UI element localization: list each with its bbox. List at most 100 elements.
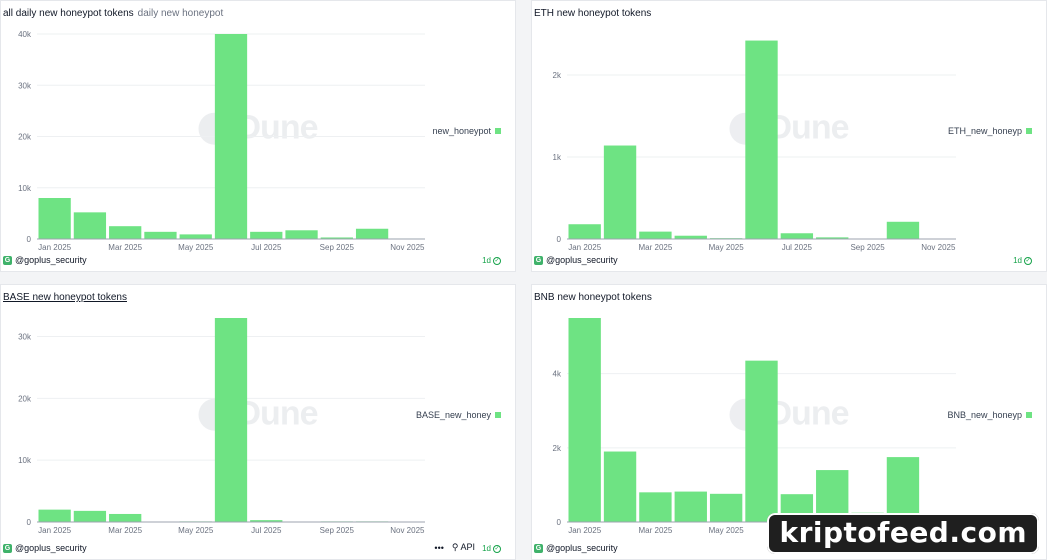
chart-title-text: ETH new honeypot tokens xyxy=(534,8,652,19)
bar[interactable] xyxy=(745,40,778,240)
bar[interactable] xyxy=(250,231,283,239)
check-circle-icon: ✓ xyxy=(493,544,501,553)
bar[interactable] xyxy=(674,491,707,522)
bar[interactable] xyxy=(109,513,142,522)
x-tick-label: Jan 2025 xyxy=(568,526,601,535)
y-tick-label: 10k xyxy=(18,184,32,193)
x-tick-label: Jul 2025 xyxy=(251,526,282,535)
chart-subtitle: daily new honeypot xyxy=(137,8,224,19)
bar[interactable] xyxy=(73,510,107,522)
legend-label: new_honeypot xyxy=(432,126,491,136)
y-tick-label: 4k xyxy=(553,370,562,379)
freshness-badge[interactable]: 1d✓ xyxy=(482,256,501,265)
author-name: @goplus_security xyxy=(15,255,87,265)
freshness-label: 1d xyxy=(1013,256,1022,265)
bar[interactable] xyxy=(285,230,318,239)
bar-chart: 0 1k 2k Jan 2025 Mar 2025 May 2025 Jul 2025 Sep… xyxy=(553,40,956,252)
bar[interactable] xyxy=(816,237,849,239)
freshness-label: 1d xyxy=(482,256,491,265)
bar[interactable] xyxy=(179,234,212,239)
bar[interactable] xyxy=(780,233,814,239)
bar[interactable] xyxy=(674,235,707,239)
bar[interactable] xyxy=(320,237,353,239)
bar[interactable] xyxy=(568,224,601,239)
author-link[interactable]: G @goplus_security xyxy=(534,255,618,265)
y-tick-label: 30k xyxy=(18,333,32,342)
bar-chart: 0 10k 20k 30k 40k Jan 2025 Mar 2025 May 2025 Jul… xyxy=(18,30,425,252)
chart-title[interactable]: ETH new honeypot tokens xyxy=(534,8,651,19)
chart-title[interactable]: all daily new honeypot tokens daily new h… xyxy=(3,8,223,19)
author-name: @goplus_security xyxy=(546,543,618,553)
bar[interactable] xyxy=(144,231,177,239)
bar[interactable] xyxy=(639,492,672,522)
chart-legend[interactable]: BASE_new_honey xyxy=(416,410,501,420)
bar[interactable] xyxy=(886,457,920,522)
x-tick-label: Sep 2025 xyxy=(850,243,885,252)
author-link[interactable]: G @goplus_security xyxy=(534,543,618,553)
panel-base-honeypot: BASE new honeypot tokens Dune 0 10k 20k 30k… xyxy=(0,284,516,560)
x-tick-label: Jan 2025 xyxy=(38,526,71,535)
legend-swatch xyxy=(1026,128,1032,134)
chart-legend[interactable]: BNB_new_honeyp xyxy=(947,410,1032,420)
freshness-badge[interactable]: 1d✓ xyxy=(482,544,501,553)
more-options-button[interactable]: ••• xyxy=(434,542,444,553)
bar[interactable] xyxy=(603,451,637,522)
author-link[interactable]: G @goplus_security xyxy=(3,543,87,553)
bar[interactable] xyxy=(639,231,672,239)
chart-legend[interactable]: ETH_new_honeyp xyxy=(948,126,1032,136)
author-name: @goplus_security xyxy=(15,543,87,553)
x-tick-label: Mar 2025 xyxy=(108,526,142,535)
x-tick-label: Mar 2025 xyxy=(108,243,142,252)
y-tick-label: 1k xyxy=(553,153,562,162)
chart-legend[interactable]: new_honeypot xyxy=(432,126,501,136)
bar[interactable] xyxy=(745,360,778,522)
avatar-icon: G xyxy=(3,255,12,265)
bar[interactable] xyxy=(568,318,601,522)
panel-actions: ••• ⚲ API xyxy=(434,542,475,553)
author-link[interactable]: G @goplus_security xyxy=(3,255,87,265)
bar[interactable] xyxy=(709,493,743,522)
x-tick-label: Mar 2025 xyxy=(639,243,673,252)
panel-eth-honeypot: ETH new honeypot tokens Dune 0 1k 2k Jan 20… xyxy=(531,0,1047,272)
panel-all-honeypot: all daily new honeypot tokens daily new h… xyxy=(0,0,516,272)
chart-title[interactable]: BASE new honeypot tokens xyxy=(3,292,127,303)
brand-watermark: kriptofeed.com xyxy=(767,513,1039,554)
chart-title[interactable]: BNB new honeypot tokens xyxy=(534,292,652,303)
x-tick-label: Jul 2025 xyxy=(251,243,282,252)
api-label: API xyxy=(460,542,475,552)
bar[interactable] xyxy=(886,221,920,239)
bar-chart: 0 10k 20k 30k Jan 2025 Mar 2025 May 2025 Jul 20… xyxy=(18,318,425,535)
bar[interactable] xyxy=(38,509,71,522)
x-tick-label: May 2025 xyxy=(709,243,745,252)
legend-swatch xyxy=(495,412,501,418)
y-tick-label: 0 xyxy=(27,518,32,527)
avatar-icon: G xyxy=(534,255,543,265)
legend-swatch xyxy=(495,128,501,134)
y-tick-label: 2k xyxy=(553,444,562,453)
bar[interactable] xyxy=(38,198,71,239)
bar[interactable] xyxy=(250,520,283,522)
author-name: @goplus_security xyxy=(546,255,618,265)
bar[interactable] xyxy=(214,34,248,239)
x-tick-label: Mar 2025 xyxy=(639,526,673,535)
x-tick-label: May 2025 xyxy=(709,526,745,535)
bar[interactable] xyxy=(603,145,637,239)
check-circle-icon: ✓ xyxy=(493,256,501,265)
bar[interactable] xyxy=(109,226,142,239)
y-tick-label: 10k xyxy=(18,456,32,465)
brand-text: kriptofeed.com xyxy=(779,516,1027,549)
y-tick-label: 20k xyxy=(18,133,32,142)
bar[interactable] xyxy=(355,228,389,239)
y-tick-label: 40k xyxy=(18,30,32,39)
y-tick-label: 2k xyxy=(553,71,562,80)
bar[interactable] xyxy=(73,212,107,239)
x-tick-label: Jul 2025 xyxy=(782,243,813,252)
y-tick-label: 0 xyxy=(557,518,562,527)
freshness-badge[interactable]: 1d✓ xyxy=(1013,256,1032,265)
x-tick-label: Sep 2025 xyxy=(320,243,355,252)
legend-swatch xyxy=(1026,412,1032,418)
api-button[interactable]: ⚲ API xyxy=(452,542,475,553)
bar[interactable] xyxy=(214,318,248,522)
x-tick-label: Nov 2025 xyxy=(390,243,425,252)
